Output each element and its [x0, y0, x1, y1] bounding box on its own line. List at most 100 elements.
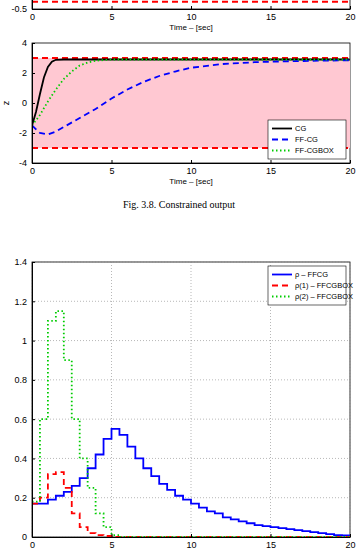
grid-line-x: [191, 262, 192, 537]
tick: 2: [22, 68, 35, 78]
tick: 5: [109, 160, 114, 176]
tick-mark: [191, 6, 192, 9]
series-line: [32, 60, 350, 134]
legend-swatch: [272, 128, 292, 130]
tick-mark: [32, 9, 35, 10]
tick: 1.2: [14, 297, 35, 307]
legend-label: FF-CGBOX: [295, 146, 334, 155]
x-axis: 05101520: [30, 6, 356, 22]
grid-line-y: [32, 262, 350, 263]
tick-mark: [32, 43, 35, 44]
tick-label: 15: [266, 12, 276, 22]
chart: 05101520-4-2024Time – [sec]zCGFF-CGFF-CG…: [1, 38, 356, 210]
x-axis: 05101520: [30, 160, 356, 176]
tick-label: 0.6: [14, 415, 27, 425]
legend-swatch: [272, 274, 292, 276]
tick-mark: [191, 534, 192, 537]
constraint-line: [32, 1, 350, 3]
legend-swatch: [272, 150, 292, 152]
legend-swatch: [272, 285, 292, 287]
tick-label: 5: [109, 12, 114, 22]
plot-area: [32, 58, 350, 148]
tick-mark: [32, 73, 35, 74]
tick: 0.2: [14, 493, 35, 503]
chart: 05101520-0.5Time – [sec]: [11, 0, 355, 32]
tick: 15: [266, 6, 276, 22]
legend-swatch: [272, 139, 292, 141]
tick-label: 10: [186, 166, 196, 176]
series-line: [32, 60, 350, 126]
x-axis-title: Time – [sec]: [169, 23, 212, 32]
axis-line: [33, 537, 351, 538]
axis-line: [33, 163, 351, 164]
tick-label: 1.4: [14, 257, 27, 267]
legend-label: ρ(1) – FFCGBOX: [295, 281, 353, 290]
tick-mark: [32, 341, 35, 342]
tick-mark: [350, 160, 351, 163]
x-axis-title: Time – [sec]: [169, 177, 212, 186]
grid-line-y: [32, 379, 350, 380]
tick-label: 4: [22, 38, 27, 48]
plot-frame: [32, 0, 350, 9]
axis-line: [33, 9, 351, 10]
tick-mark: [32, 419, 35, 420]
y-axis: -0.5: [11, 0, 35, 14]
tick: 20: [345, 160, 355, 176]
tick: 10: [186, 534, 196, 550]
tick-label: 15: [266, 540, 276, 550]
tick-label: 20: [345, 540, 355, 550]
tick-mark: [271, 534, 272, 537]
figure: 05101520-0.5Time – [sec]05101520-4-2024T…: [0, 0, 358, 552]
constraint-band: [32, 58, 350, 148]
axis-line: [32, 263, 33, 538]
tick-mark: [350, 6, 351, 9]
plot-frame: [32, 43, 350, 163]
tick-label: 5: [109, 166, 114, 176]
tick-mark: [32, 537, 35, 538]
tick-label: 0: [30, 166, 35, 176]
tick-label: 0: [30, 540, 35, 550]
tick: 0: [22, 532, 35, 542]
tick-label: 0.8: [14, 375, 27, 385]
tick-mark: [112, 534, 113, 537]
tick-label: -0.5: [11, 4, 27, 14]
tick-label: 10: [186, 540, 196, 550]
tick-mark: [191, 160, 192, 163]
tick-mark: [32, 163, 35, 164]
tick-label: -4: [19, 158, 27, 168]
tick-mark: [32, 498, 35, 499]
series-line: [32, 472, 350, 537]
grid-line-y: [32, 497, 350, 498]
tick-label: 20: [345, 166, 355, 176]
grid-line-x: [350, 262, 351, 537]
tick: -4: [19, 158, 35, 168]
plot-frame: [32, 262, 350, 537]
tick: 1: [22, 336, 35, 346]
tick: 20: [345, 534, 355, 550]
grid-line-x: [111, 262, 112, 537]
plot-area: [32, 311, 350, 537]
tick-label: 5: [109, 540, 114, 550]
tick: 0: [22, 98, 35, 108]
tick: 0.4: [14, 454, 35, 464]
tick: 1.4: [14, 257, 35, 267]
caption: Fig. 3.8. Constrained output: [123, 199, 235, 210]
chart: 0510152000.20.40.60.811.21.4ρ – FFCGρ(1)…: [14, 257, 355, 550]
tick: 15: [266, 534, 276, 550]
tick-label: 0: [22, 98, 27, 108]
tick-mark: [32, 103, 35, 104]
legend-label: ρ(2) – FFCGBOX: [295, 292, 353, 301]
tick-mark: [112, 6, 113, 9]
y-axis-title: z: [1, 100, 11, 105]
tick-label: -2: [19, 128, 27, 138]
tick-label: 0.2: [14, 493, 27, 503]
y-axis: 0 0.2 0.4 0.6 0.8 1 1.2 1.4: [14, 257, 35, 542]
tick-mark: [271, 6, 272, 9]
legend-box: [268, 120, 346, 159]
tick: -0.5: [11, 4, 35, 14]
tick: 20: [345, 6, 355, 22]
grid-line-y: [32, 340, 350, 341]
grid-line-x: [32, 262, 33, 537]
tick: 10: [186, 160, 196, 176]
series-line: [32, 311, 350, 537]
